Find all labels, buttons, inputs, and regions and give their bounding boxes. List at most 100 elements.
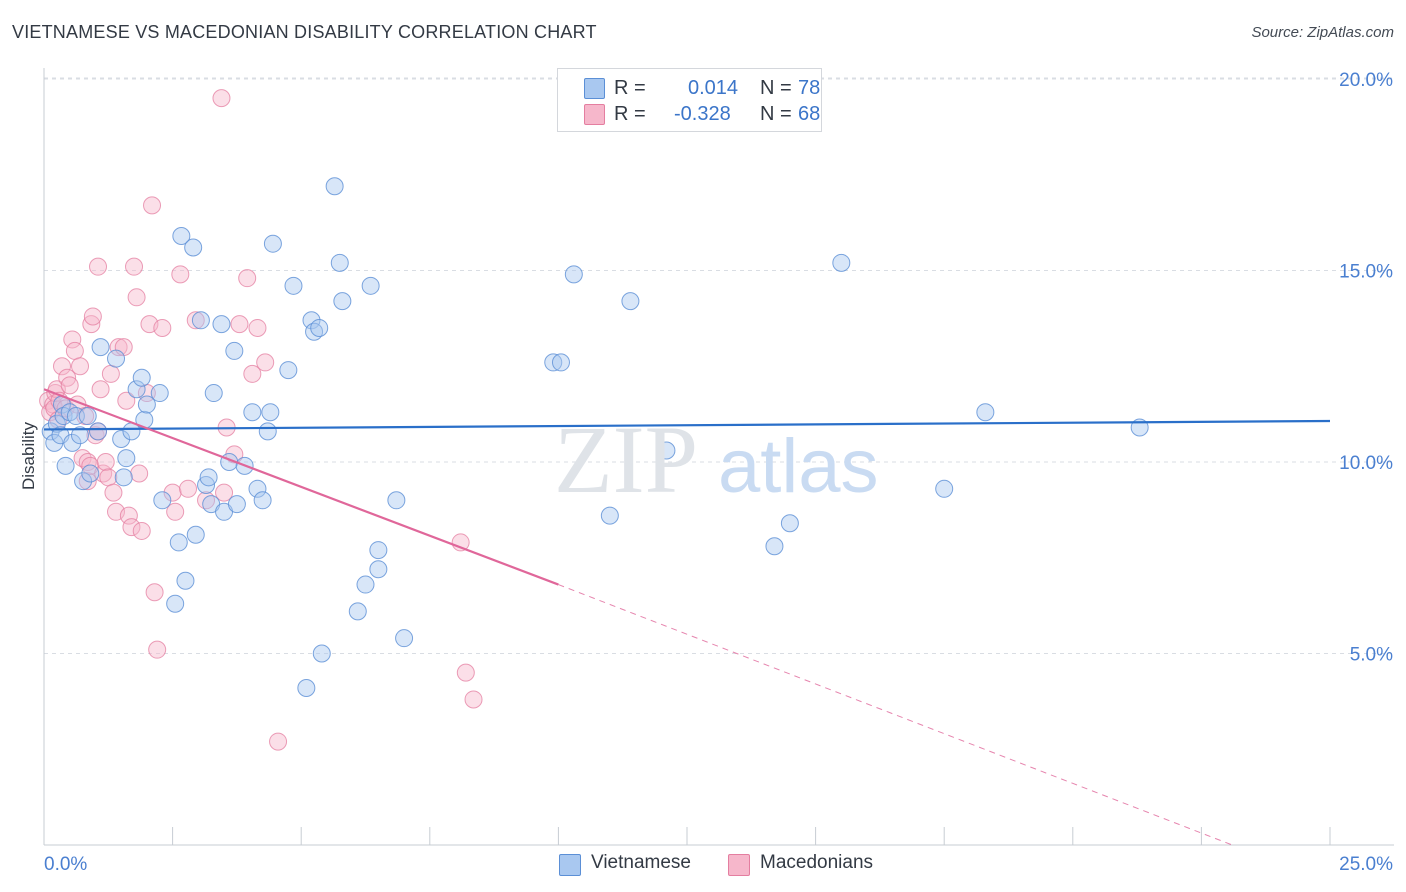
- y-axis-label: Disability: [19, 421, 38, 490]
- macedonians-point: [101, 364, 120, 383]
- vietnamese-point: [551, 353, 570, 372]
- vietnamese-point: [369, 560, 388, 579]
- macedonians-point: [60, 376, 79, 395]
- r-label: R =: [614, 76, 646, 99]
- macedonians-point: [179, 479, 198, 498]
- x-tick-label: 0.0%: [44, 854, 87, 875]
- vietnamese-point: [253, 491, 272, 510]
- macedonians-point: [132, 521, 151, 540]
- vietnamese-point: [297, 678, 316, 697]
- tick-labels: 5.0% 10.0% 15.0% 20.0% 0.0% 25.0%: [44, 70, 1393, 875]
- vietnamese-point: [248, 479, 267, 498]
- vietnamese-point: [657, 441, 676, 460]
- r-value: -0.328: [674, 102, 731, 125]
- macedonians-points: [39, 89, 483, 751]
- macedonians-point: [230, 315, 249, 334]
- vietnamese-point: [114, 468, 133, 487]
- vietnamese-point: [41, 422, 60, 441]
- vietnamese-point: [325, 177, 344, 196]
- r-label: R =: [614, 102, 646, 125]
- vietnamese-point: [564, 265, 583, 284]
- vietnamese-point: [186, 525, 205, 544]
- source-credit: Source: ZipAtlas.com: [1251, 24, 1394, 41]
- trend-lines: [43, 388, 1331, 846]
- vietnamese-point: [78, 407, 97, 426]
- vietnamese-point: [544, 353, 563, 372]
- vietnamese-legend-label: Vietnamese: [591, 852, 691, 873]
- macedonians-point: [215, 483, 234, 502]
- vietnamese-point: [356, 575, 375, 594]
- macedonians-point: [119, 506, 138, 525]
- macedonians-point: [125, 257, 144, 276]
- vietnamese-point: [45, 433, 64, 452]
- vietnamese-point: [935, 479, 954, 498]
- y-tick-label: 10.0%: [1339, 453, 1393, 474]
- vietnamese-point: [263, 234, 282, 253]
- macedonians-point: [148, 640, 167, 659]
- macedonians-point: [464, 690, 483, 709]
- vietnamese-point: [71, 426, 90, 445]
- macedonians-trend-line: [43, 388, 559, 586]
- macedonians-point: [122, 518, 141, 537]
- macedonians-point: [127, 288, 146, 307]
- vietnamese-point: [621, 292, 640, 311]
- vietnamese-point: [176, 571, 195, 590]
- vietnamese-point: [169, 533, 188, 552]
- macedonians-legend-swatch: [728, 854, 750, 876]
- vietnamese-swatch: [584, 78, 605, 99]
- vietnamese-point: [184, 238, 203, 257]
- vietnamese-point: [302, 311, 321, 330]
- vietnamese-point: [258, 422, 277, 441]
- vietnamese-point: [261, 403, 280, 422]
- n-value: 78: [798, 76, 821, 99]
- vietnamese-point: [150, 384, 169, 403]
- vietnamese-points: [41, 177, 1149, 697]
- vietnamese-legend-swatch: [559, 854, 581, 876]
- n-value: 68: [798, 102, 821, 125]
- x-tick-label: 25.0%: [1339, 854, 1393, 875]
- macedonians-point: [109, 338, 128, 357]
- vietnamese-point: [91, 338, 110, 357]
- vietnamese-point: [74, 472, 93, 491]
- macedonians-point: [212, 89, 231, 108]
- macedonians-point: [91, 380, 110, 399]
- macedonians-point: [99, 468, 118, 487]
- vietnamese-point: [81, 464, 100, 483]
- macedonians-point: [248, 318, 267, 337]
- vietnamese-point: [330, 253, 349, 272]
- macedonians-point: [456, 663, 475, 682]
- macedonians-point: [65, 341, 84, 360]
- grid-lines: [44, 77, 1394, 654]
- vietnamese-point: [89, 422, 108, 441]
- vietnamese-point: [395, 629, 414, 648]
- macedonians-point: [269, 732, 288, 751]
- vietnamese-point: [63, 433, 82, 452]
- vietnamese-point: [225, 341, 244, 360]
- vietnamese-point: [333, 292, 352, 311]
- vietnamese-point: [284, 276, 303, 295]
- y-tick-label: 20.0%: [1339, 70, 1393, 91]
- macedonians-point: [243, 364, 262, 383]
- macedonians-point: [53, 357, 72, 376]
- vietnamese-point: [212, 315, 231, 334]
- chart-title: VIETNAMESE VS MACEDONIAN DISABILITY CORR…: [12, 22, 597, 42]
- vietnamese-point: [765, 537, 784, 556]
- macedonians-point: [89, 257, 108, 276]
- y-tick-label: 15.0%: [1339, 262, 1393, 283]
- vietnamese-point: [243, 403, 262, 422]
- vietnamese-point: [227, 495, 246, 514]
- macedonians-point: [171, 265, 190, 284]
- macedonians-point: [130, 464, 149, 483]
- vietnamese-point: [56, 456, 75, 475]
- vietnamese-point: [137, 395, 156, 414]
- vietnamese-point: [107, 349, 126, 368]
- vietnamese-point: [199, 468, 218, 487]
- macedonians-point: [71, 357, 90, 376]
- macedonians-trend-extension: [558, 584, 1233, 846]
- macedonians-point: [166, 502, 185, 521]
- vietnamese-trend-line: [43, 419, 1331, 431]
- vietnamese-point: [153, 491, 172, 510]
- vietnamese-point: [47, 414, 66, 433]
- macedonians-point: [96, 453, 115, 471]
